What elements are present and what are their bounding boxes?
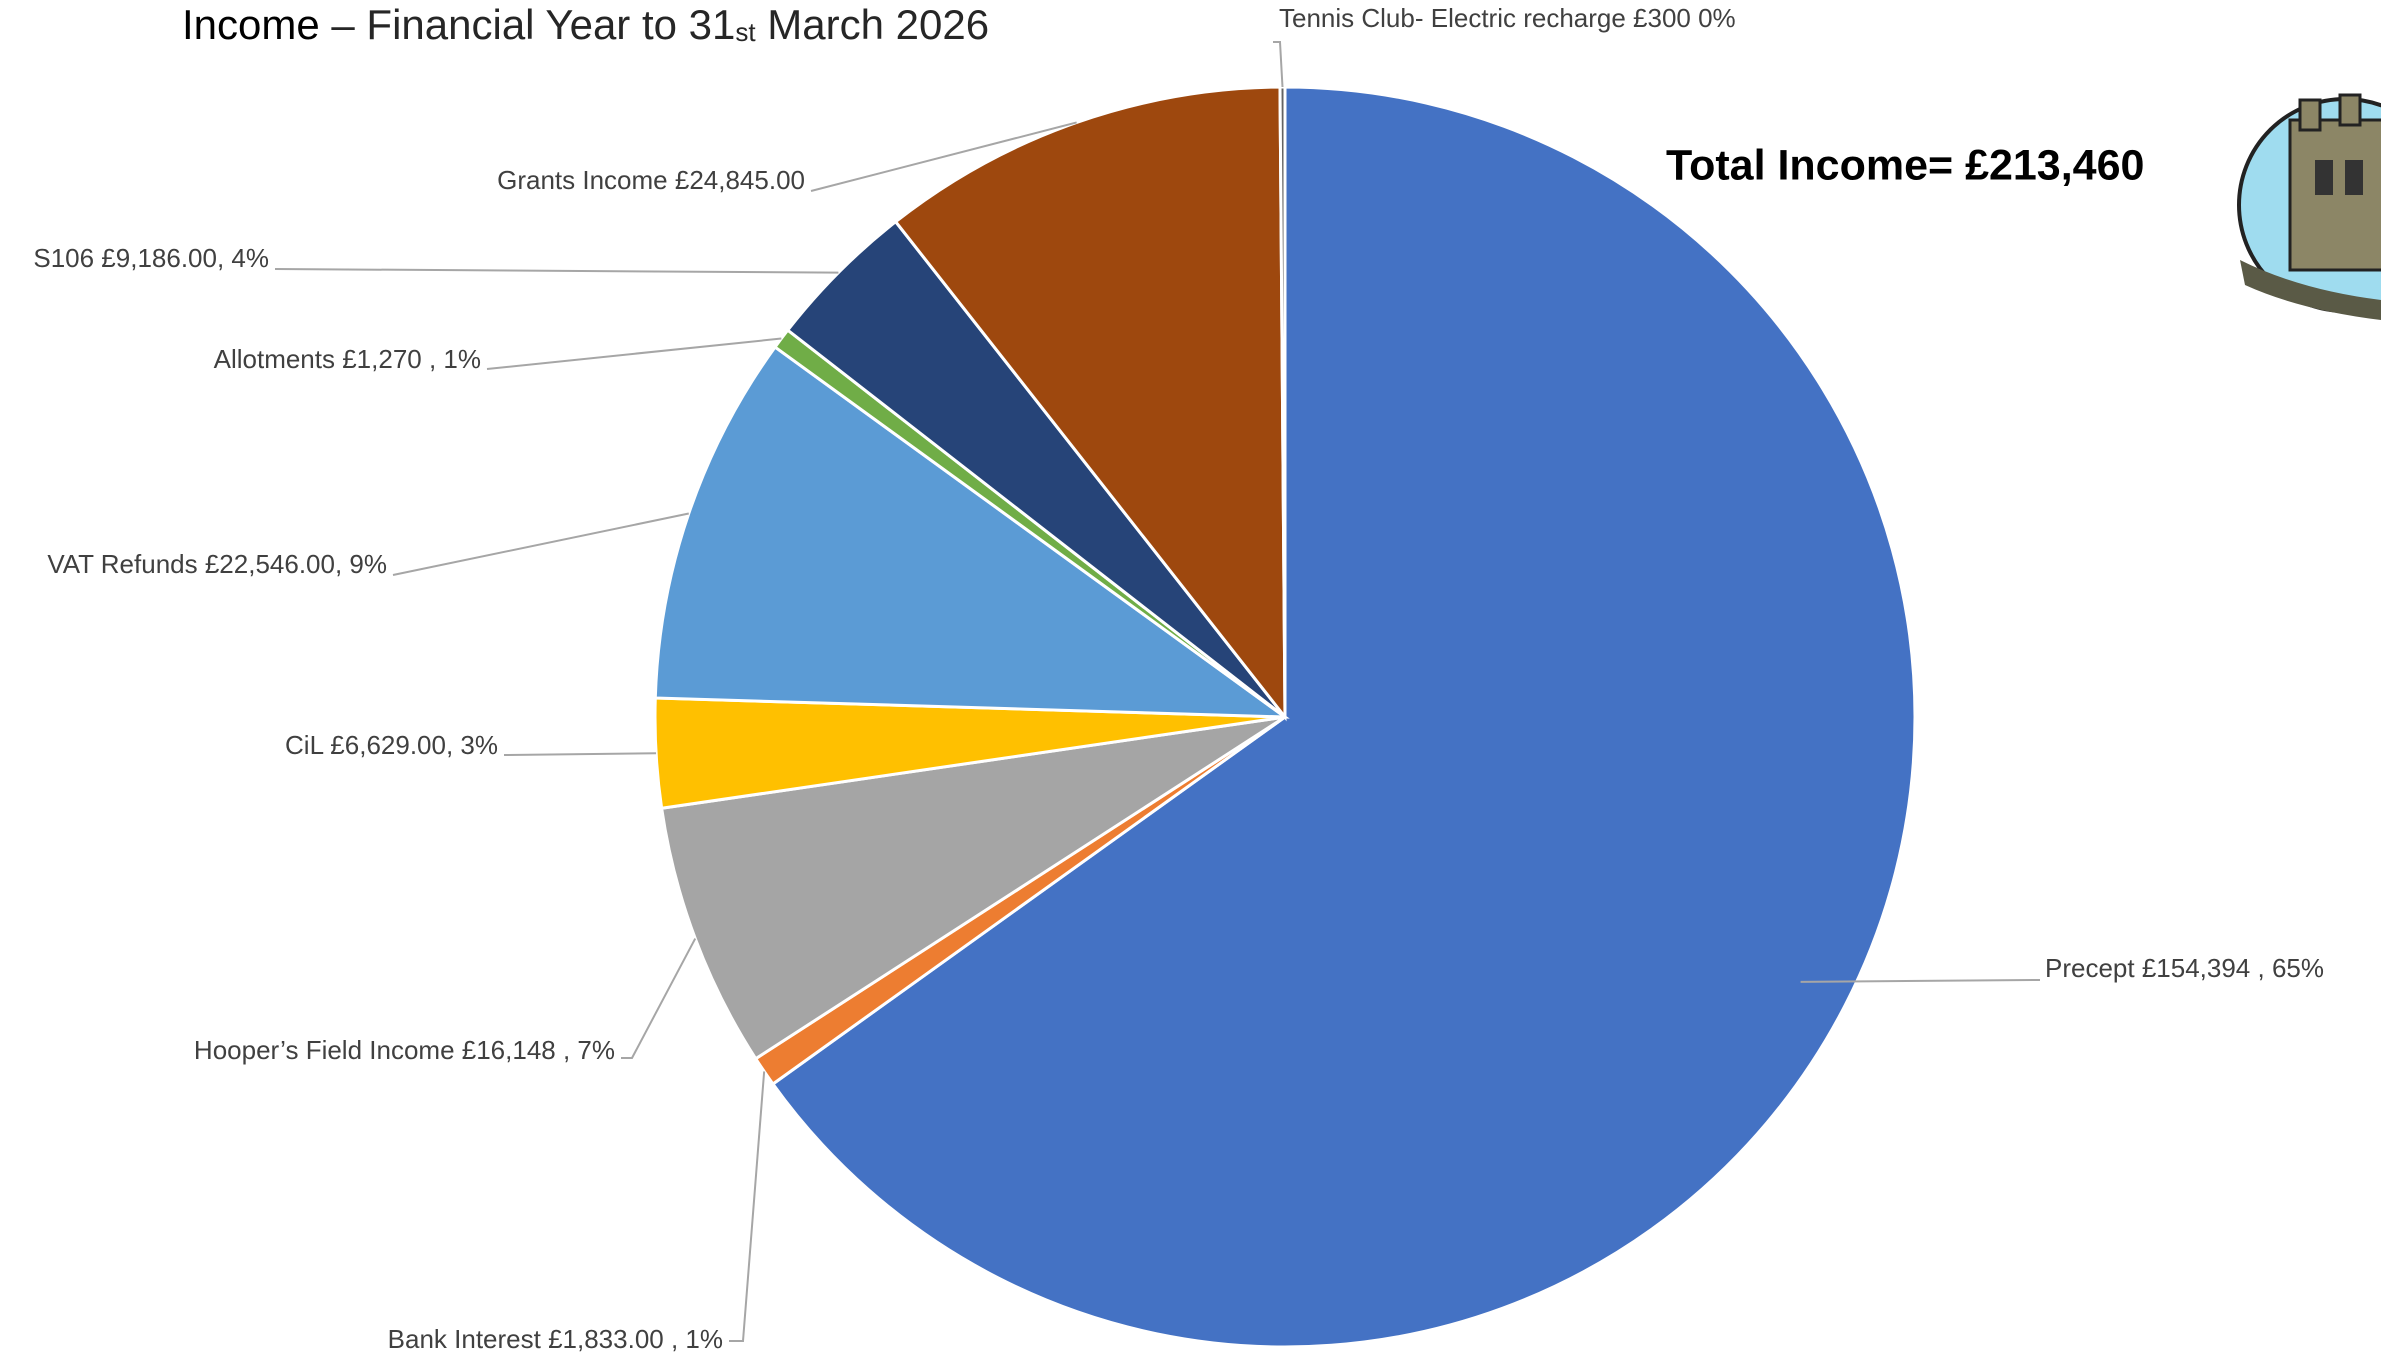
data-label: Bank Interest £1,833.00 , 1%	[388, 1324, 723, 1354]
data-label: Allotments £1,270 , 1%	[214, 344, 481, 374]
leader-line	[1273, 41, 1284, 88]
data-label: Precept £154,394 , 65%	[2045, 953, 2324, 983]
leader-line	[274, 268, 839, 274]
title-part: Income	[182, 1, 320, 48]
data-label: S106 £9,186.00, 4%	[33, 243, 269, 273]
pie-slice	[659, 715, 1286, 1061]
data-label: Grants Income £24,845.00	[497, 165, 805, 195]
leader-line	[486, 337, 782, 370]
title-part: – Financial Year to 31	[320, 1, 736, 48]
leader-line	[810, 121, 1077, 192]
leader-line	[1800, 979, 2041, 983]
data-label: Tennis Club- Electric recharge £300 0%	[1279, 3, 1736, 33]
data-label: Hooper’s Field Income £16,148 , 7%	[194, 1035, 615, 1065]
total-annotation: Total Income= £213,460	[1666, 141, 2144, 189]
church-icon	[2237, 93, 2381, 320]
leader-line	[392, 512, 689, 576]
chart-title: Income – Financial Year to 31st March 20…	[182, 1, 989, 48]
title-part: st	[735, 17, 756, 47]
leader-line	[729, 1071, 766, 1342]
data-label: CiL £6,629.00, 3%	[285, 730, 498, 760]
leader-line	[621, 938, 697, 1059]
title-part: March 2026	[756, 1, 989, 48]
leader-line	[503, 752, 657, 756]
data-label: VAT Refunds £22,546.00, 9%	[47, 549, 387, 579]
pie-slice	[653, 344, 1290, 719]
pie-slice	[770, 85, 1917, 1349]
